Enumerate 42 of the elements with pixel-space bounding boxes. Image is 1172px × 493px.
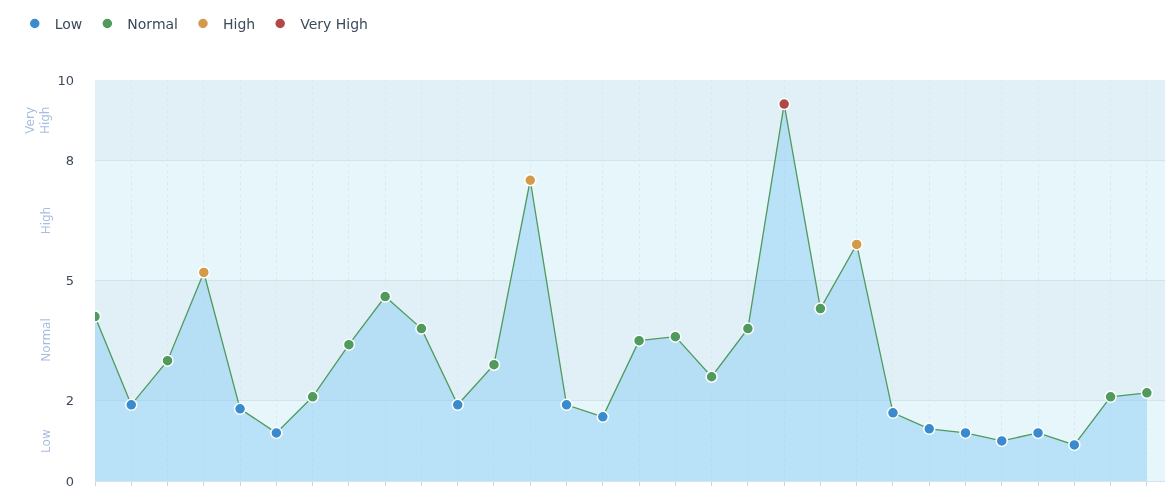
point [560,398,573,412]
legend-label: Very High [300,15,368,32]
y-tick-label: 0 [65,473,74,489]
point [741,322,755,335]
point [161,354,174,367]
band-label: High [38,206,53,235]
y-tick-label: 8 [65,152,74,168]
point [777,97,791,111]
y-tick-label: 10 [57,72,74,88]
legend-label: High [222,15,256,32]
point [922,422,936,436]
point [415,322,428,335]
band-label: Normal [39,318,54,362]
point [270,426,283,440]
band-label: Low [39,429,54,453]
point [850,238,863,251]
point [197,266,211,279]
point [524,174,537,187]
point [959,426,972,440]
legend-label: Low [54,15,83,32]
point [669,330,682,343]
point [814,302,827,315]
point [451,398,464,412]
y-tick-label: 2 [65,393,74,409]
point [342,338,356,351]
point [632,334,646,347]
point [487,358,501,371]
legend-label: Normal [127,15,178,32]
point [1104,390,1117,404]
point [995,434,1009,448]
point [596,410,610,424]
y-tick-label: 5 [65,273,74,289]
point [886,406,900,420]
point [233,402,247,416]
point [125,398,138,412]
point [1031,426,1045,440]
point [1140,386,1154,400]
point [705,370,718,383]
point [306,390,319,404]
band-label: Very High [22,106,53,135]
point [1068,438,1081,452]
point [378,290,392,303]
